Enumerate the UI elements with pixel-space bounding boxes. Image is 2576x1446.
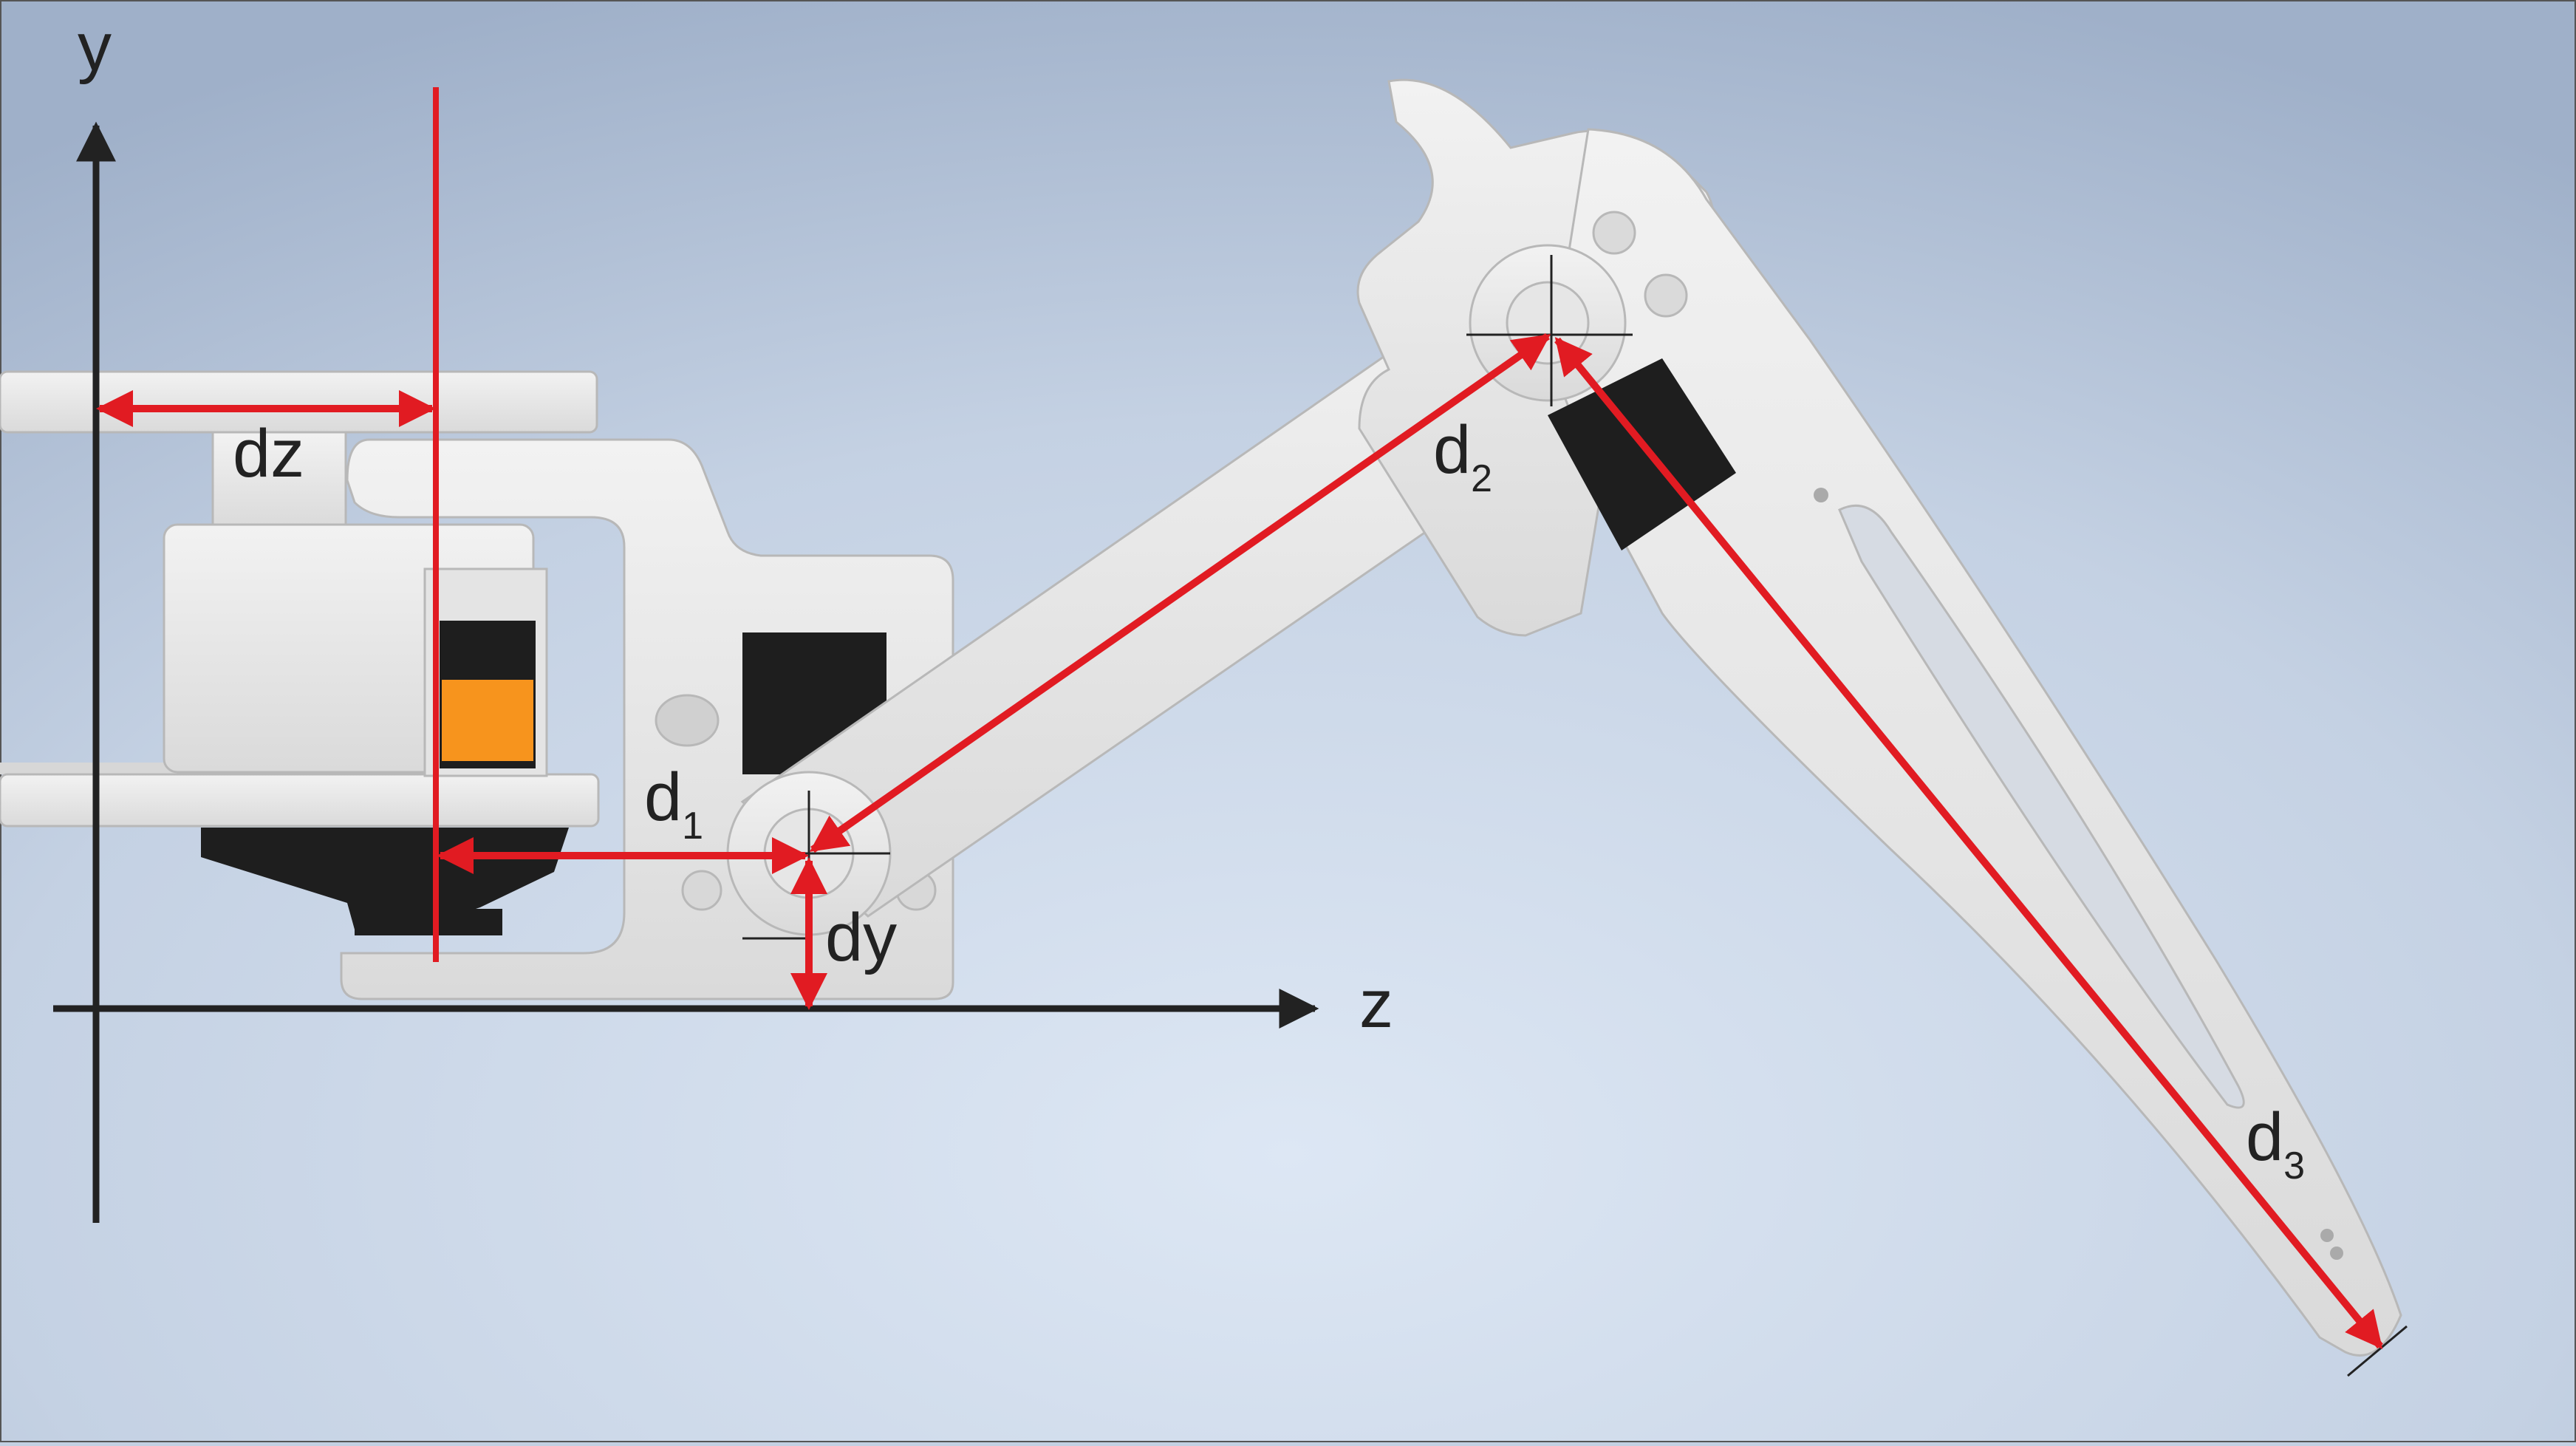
tip-hole bbox=[1814, 488, 1828, 502]
tip-hole bbox=[2320, 1229, 2334, 1242]
dz-label: dz bbox=[233, 416, 304, 491]
d3-label: d3 bbox=[2246, 1099, 2305, 1187]
elbow-hub-inner bbox=[1506, 281, 1590, 365]
tip-hole bbox=[2330, 1247, 2343, 1260]
dimension-lines bbox=[96, 87, 2383, 1349]
d3-label-subscript: 3 bbox=[2283, 1145, 2305, 1187]
d1-label: d1 bbox=[644, 760, 703, 848]
servo-label-orange bbox=[442, 680, 533, 761]
d1-label-subscript: 1 bbox=[682, 805, 703, 848]
d2-label-subscript: 2 bbox=[1471, 457, 1492, 500]
coordinate-axes: y z bbox=[53, 10, 1393, 1223]
bottom-plate bbox=[0, 773, 600, 828]
mount-hole bbox=[681, 870, 722, 911]
d2-label: d2 bbox=[1433, 412, 1492, 500]
d2-dimension-arrow bbox=[809, 332, 1551, 853]
d1-label-base: d bbox=[644, 760, 682, 835]
d3-label-base: d bbox=[2246, 1099, 2283, 1175]
z-axis-label: z bbox=[1359, 966, 1393, 1042]
base-servo-foot bbox=[355, 909, 502, 935]
y-axis-label: y bbox=[78, 10, 112, 85]
mount-hole bbox=[1644, 273, 1688, 318]
mount-hole bbox=[655, 694, 720, 747]
d2-label-base: d bbox=[1433, 412, 1471, 488]
dimension-labels: dz dy d1 d2 d3 bbox=[233, 412, 2305, 1187]
d3-dimension-arrow bbox=[1554, 337, 2383, 1349]
dy-label: dy bbox=[825, 900, 897, 975]
tip-reference-tick bbox=[2347, 1325, 2408, 1377]
mount-hole bbox=[1592, 211, 1636, 255]
hub-pillar bbox=[211, 431, 347, 530]
